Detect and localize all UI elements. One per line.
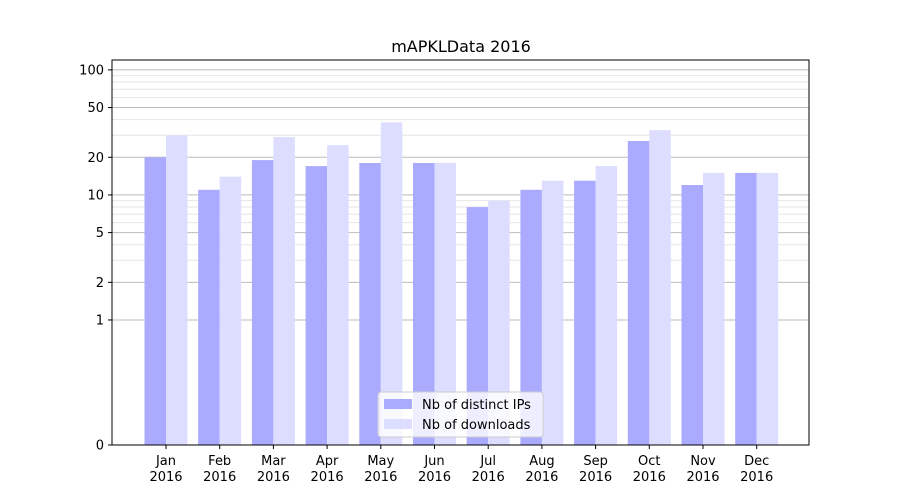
x-tick-label: Jun 2016 bbox=[418, 454, 451, 485]
bar bbox=[434, 163, 456, 445]
x-axis: Jan 2016 Feb 2016 Mar 2016 Apr 2016 May 2016 Jun 20… bbox=[149, 445, 773, 485]
x-tick-label: Feb 2016 bbox=[203, 454, 236, 485]
legend-label: Nb of downloads bbox=[422, 418, 531, 433]
legend-swatch bbox=[384, 399, 412, 409]
bar bbox=[541, 180, 564, 445]
legend-label: Nb of distinct IPs bbox=[422, 398, 531, 413]
bar bbox=[144, 157, 166, 446]
bar bbox=[380, 122, 403, 446]
y-tick-label: 20 bbox=[87, 151, 104, 166]
y-tick-label: 0 bbox=[96, 439, 104, 454]
bar bbox=[466, 207, 489, 445]
x-tick-label: Nov 2016 bbox=[686, 454, 719, 485]
bar bbox=[756, 172, 779, 445]
bar bbox=[305, 166, 328, 445]
x-tick-label: May 2016 bbox=[364, 454, 397, 485]
bar bbox=[649, 130, 671, 445]
y-tick-label: 50 bbox=[87, 101, 104, 116]
y-tick-label: 2 bbox=[96, 276, 104, 291]
bar bbox=[359, 163, 381, 445]
bars bbox=[144, 122, 779, 446]
bar bbox=[574, 180, 596, 445]
bar bbox=[166, 135, 188, 446]
x-tick-label: Jan 2016 bbox=[149, 454, 182, 485]
bar bbox=[219, 176, 242, 445]
x-tick-label: Mar 2016 bbox=[257, 454, 290, 485]
bar bbox=[413, 163, 435, 445]
legend: Nb of distinct IPs Nb of downloads bbox=[377, 391, 544, 438]
bar bbox=[520, 189, 542, 445]
y-tick-label: 5 bbox=[96, 226, 104, 241]
bar bbox=[595, 166, 618, 445]
x-tick-label: Oct 2016 bbox=[633, 454, 666, 485]
bar bbox=[251, 160, 274, 445]
plot-frame bbox=[111, 59, 810, 446]
bar bbox=[198, 189, 220, 445]
x-tick-label: Sep 2016 bbox=[579, 454, 612, 485]
bar bbox=[681, 185, 703, 445]
bar bbox=[703, 172, 725, 445]
y-tick-label: 10 bbox=[87, 188, 104, 203]
legend-swatch bbox=[384, 419, 412, 429]
bar bbox=[488, 200, 510, 445]
y-axis: 0 1 2 5 10 20 50 100 bbox=[79, 63, 112, 454]
bar bbox=[273, 137, 295, 445]
x-tick-label: Dec 2016 bbox=[740, 454, 773, 485]
chart-title: mAPKLData 2016 bbox=[391, 37, 531, 56]
legend-box bbox=[377, 391, 544, 438]
y-tick-label: 1 bbox=[96, 313, 104, 328]
bar bbox=[327, 145, 349, 445]
bar bbox=[627, 141, 650, 445]
x-tick-label: Aug 2016 bbox=[525, 454, 558, 485]
x-tick-label: Jul 2016 bbox=[472, 454, 505, 485]
x-tick-label: Apr 2016 bbox=[311, 454, 344, 485]
bar bbox=[735, 172, 757, 445]
y-tick-label: 100 bbox=[79, 63, 104, 78]
